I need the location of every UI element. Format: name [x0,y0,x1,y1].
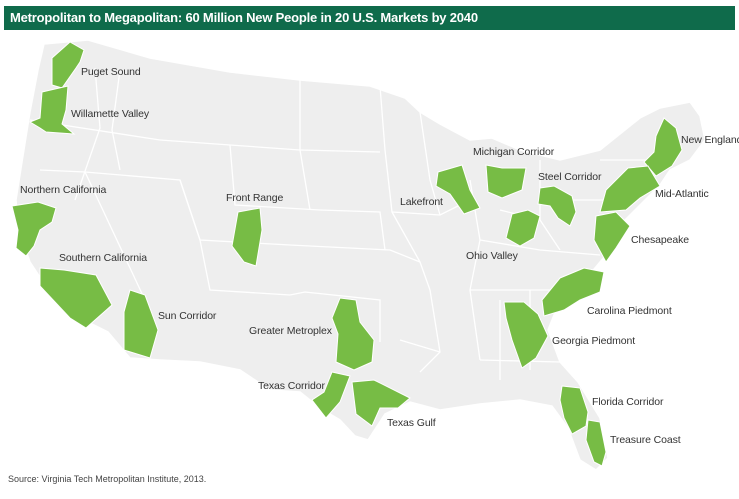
region-georgia-piedmont-shape [503,301,549,369]
title-band [4,6,735,30]
region-front-range-shape [231,207,263,267]
label-florida-corridor: Florida Corridor [592,396,664,408]
region-new-england-shape [643,117,683,177]
us-landmass [15,39,706,470]
label-treasure-coast: Treasure Coast [610,434,681,446]
label-ohio-valley: Ohio Valley [466,250,518,262]
region-steel-corridor-shape [537,185,577,227]
region-texas-corridor-shape [311,371,351,419]
source-note: Source: Virginia Tech Metropolitan Insti… [8,474,207,484]
region-lakefront-shape [435,164,481,215]
label-mid-atlantic: Mid-Atlantic [655,188,709,200]
region-sun-corridor-shape [123,289,159,359]
us-map [11,39,706,470]
label-georgia-piedmont: Georgia Piedmont [552,335,636,347]
label-sun-corridor: Sun Corridor [158,310,217,322]
label-puget-sound: Puget Sound [81,66,141,78]
label-lakefront: Lakefront [400,196,443,208]
label-northern-california: Northern California [20,184,107,196]
region-ohio-valley-shape [505,209,541,247]
map-title: Metropolitan to Megapolitan: 60 Million … [10,10,478,25]
region-treasure-coast-shape [585,419,607,467]
label-greater-metroplex: Greater Metroplex [249,325,332,337]
region-mid-atlantic-shape [599,165,661,213]
region-florida-corridor-shape [559,385,589,435]
label-steel-corridor: Steel Corridor [538,171,602,183]
region-greater-metroplex-shape [331,297,375,371]
region-southern-california-shape [39,267,113,329]
label-willamette-valley: Willamette Valley [71,108,150,120]
label-front-range: Front Range [226,192,284,204]
region-carolina-piedmont-shape [541,267,605,317]
region-willamette-valley-shape [28,85,76,135]
region-michigan-corridor-shape [485,164,527,199]
label-texas-corridor: Texas Corridor [258,380,325,392]
label-carolina-piedmont: Carolina Piedmont [587,305,672,317]
region-northern-california-shape [11,201,57,257]
label-new-england: New England [681,134,739,146]
region-chesapeake-shape [593,211,631,263]
label-texas-gulf: Texas Gulf [387,417,436,429]
region-puget-sound-shape [51,41,85,89]
label-southern-california: Southern California [59,252,147,264]
region-texas-gulf-shape [351,379,411,427]
us-outline [15,39,706,470]
megapolitan-regions [11,41,683,467]
title-bar: Metropolitan to Megapolitan: 60 Million … [0,0,739,35]
label-chesapeake: Chesapeake [631,234,689,246]
label-michigan-corridor: Michigan Corridor [473,146,555,158]
